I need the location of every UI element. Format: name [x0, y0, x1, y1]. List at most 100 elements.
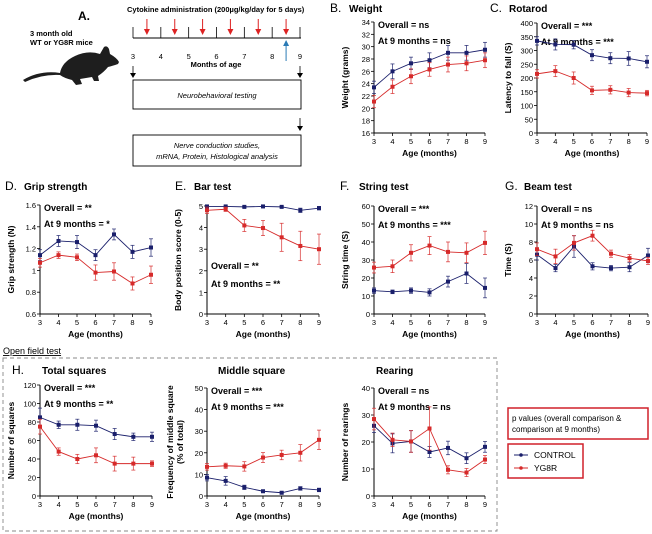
y-axis-label: Time (S)	[503, 243, 513, 277]
stat-annotation: At 9 months = ***	[541, 37, 614, 47]
x-tick-label: 8	[627, 137, 631, 146]
data-point	[372, 288, 376, 293]
x-axis-label: Age (months)	[402, 511, 457, 521]
panel-letter: C.	[490, 1, 502, 15]
y-tick-label: 100	[520, 102, 533, 111]
x-tick-label: 4	[390, 318, 394, 327]
x-tick-label: 4	[224, 318, 228, 327]
data-point	[130, 249, 135, 254]
data-point	[446, 445, 450, 450]
y-tick-label: 250	[520, 60, 533, 69]
panel-letter: D.	[5, 179, 17, 193]
data-point	[94, 423, 98, 428]
y-tick-label: 100	[23, 400, 36, 409]
data-point	[553, 266, 558, 271]
x-tick-label: 3	[372, 318, 376, 327]
data-point	[553, 69, 558, 74]
stat-annotation: At 9 months = **	[211, 279, 281, 289]
data-point	[609, 266, 613, 271]
x-tick-label: 7	[280, 318, 284, 327]
stat-annotation: Overall = **	[211, 261, 259, 271]
data-point	[38, 253, 42, 258]
y-tick-label: 30	[362, 411, 370, 420]
panel-a: A. 3 month old WT or YG8R mice Cytokine …	[23, 5, 305, 167]
series-control	[38, 407, 154, 442]
red-down-arrow-head	[199, 29, 206, 35]
y-tick-label: 80	[28, 418, 36, 427]
series-yg8r	[372, 230, 487, 274]
data-point	[149, 245, 153, 250]
data-point	[464, 61, 469, 66]
data-point	[483, 285, 487, 290]
x-tick-label: 5	[572, 318, 576, 327]
x-tick-label: 3	[38, 318, 42, 327]
data-point	[571, 76, 576, 80]
data-point	[446, 279, 450, 284]
y-tick-label: 60	[28, 437, 36, 446]
y-tick-label: 20	[362, 104, 370, 113]
x-tick-label: 5	[572, 137, 576, 146]
y-tick-label: 32	[362, 30, 370, 39]
chart-title: Middle square	[218, 366, 286, 377]
data-point	[112, 232, 116, 237]
stat-annotation: At 9 months = *	[44, 219, 110, 229]
data-point	[279, 490, 284, 495]
data-point	[390, 264, 395, 269]
y-tick-label: 120	[23, 381, 36, 390]
data-point	[571, 42, 576, 47]
data-point	[427, 290, 432, 295]
x-tick-label: 9	[149, 318, 153, 327]
data-point	[427, 67, 432, 72]
x-tick-label: 6	[590, 318, 594, 327]
y-axis-label-line2: (% of total)	[175, 420, 185, 464]
stat-annotation: At 9 months = **	[44, 399, 114, 409]
mouse-label-line1: 3 month old	[30, 29, 73, 38]
data-point	[483, 58, 487, 63]
y-tick-label: 20	[28, 474, 36, 483]
x-tick-label: 5	[409, 137, 413, 146]
chart-panel-h1: H. Total squares 0 20 40 60 80 100 120 3 4 5 6 7 8 9 Age…	[6, 363, 154, 521]
x-tick-label: 8	[131, 500, 135, 509]
data-point	[261, 204, 265, 209]
x-tick-label: 6	[427, 318, 431, 327]
data-point	[372, 85, 376, 90]
x-tick-label: 4	[390, 137, 394, 146]
y-tick-label: 26	[362, 67, 370, 76]
x-tick-label: 5	[75, 500, 79, 509]
x-tick-label: 5	[75, 318, 79, 327]
x-tick-label: 6	[93, 318, 97, 327]
data-point	[553, 42, 558, 47]
chart-title: Weight	[349, 4, 383, 15]
data-point	[38, 424, 42, 429]
x-tick-label: 3	[38, 500, 42, 509]
y-axis-label: Number of rearings	[340, 403, 350, 482]
red-down-arrow-head	[171, 29, 178, 35]
data-point	[56, 422, 61, 427]
legend-label: CONTROL	[534, 450, 576, 460]
data-point	[242, 485, 247, 490]
x-axis-label: Age (months)	[236, 511, 291, 521]
data-point	[427, 58, 432, 63]
data-point	[205, 475, 209, 480]
data-point	[483, 47, 487, 52]
x-axis-label: Age (months)	[565, 329, 620, 339]
data-point	[261, 489, 265, 494]
y-tick-label: 50	[525, 115, 533, 124]
data-point	[427, 426, 432, 431]
data-point	[409, 250, 413, 255]
chart-panel-c: C. Rotarod 0 50 100 150 200 250 300 350 400 3 4 5 6 7 8 9…	[490, 1, 649, 158]
y-tick-label: 18	[362, 117, 370, 126]
data-point	[646, 253, 650, 258]
data-point	[279, 204, 284, 209]
chart-title: Bar test	[194, 182, 232, 193]
x-axis-label: Age (months)	[69, 511, 124, 521]
x-axis-label: Age (months)	[402, 148, 457, 158]
data-point	[427, 449, 432, 454]
data-point	[646, 258, 650, 263]
data-point	[223, 207, 228, 212]
x-tick-label: 9	[317, 500, 321, 509]
data-point	[112, 269, 116, 274]
series-yg8r	[535, 229, 650, 265]
